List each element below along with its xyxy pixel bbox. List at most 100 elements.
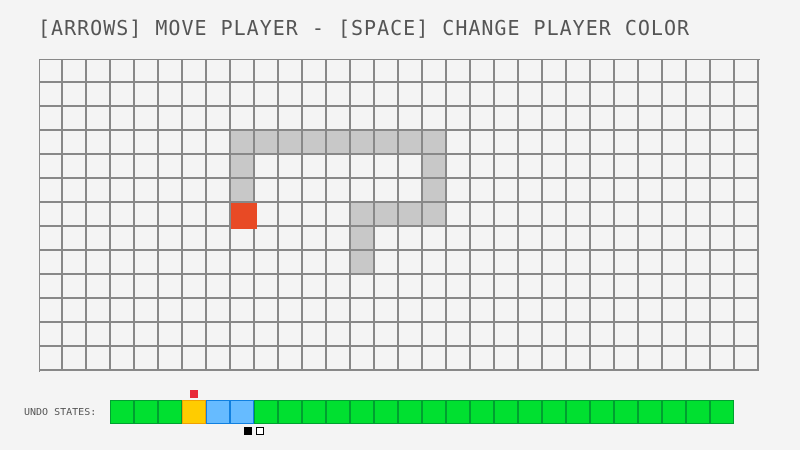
grid-cell bbox=[183, 131, 207, 155]
grid-cell bbox=[687, 59, 711, 83]
grid-cell bbox=[375, 227, 399, 251]
wall-cell bbox=[231, 179, 255, 203]
grid-cell bbox=[423, 107, 447, 131]
undo-state-green[interactable] bbox=[590, 400, 614, 424]
undo-state-green[interactable] bbox=[350, 400, 374, 424]
undo-state-green[interactable] bbox=[542, 400, 566, 424]
grid-cell bbox=[399, 275, 423, 299]
grid-cell bbox=[231, 275, 255, 299]
undo-state-green[interactable] bbox=[494, 400, 518, 424]
undo-state-green[interactable] bbox=[158, 400, 182, 424]
undo-state-green[interactable] bbox=[614, 400, 638, 424]
grid-cell bbox=[423, 83, 447, 107]
undo-state-green[interactable] bbox=[710, 400, 734, 424]
grid-cell bbox=[447, 227, 471, 251]
grid-cell bbox=[39, 227, 63, 251]
grid-cell bbox=[735, 155, 759, 179]
grid-cell bbox=[399, 299, 423, 323]
grid-cell bbox=[471, 59, 495, 83]
undo-state-yellow[interactable] bbox=[182, 400, 206, 424]
grid-cell bbox=[279, 203, 303, 227]
grid-cell bbox=[591, 131, 615, 155]
grid-cell bbox=[327, 59, 351, 83]
grid-cell bbox=[447, 299, 471, 323]
grid-cell bbox=[471, 83, 495, 107]
grid-cell bbox=[375, 179, 399, 203]
grid-cell bbox=[519, 83, 543, 107]
undo-state-green[interactable] bbox=[686, 400, 710, 424]
undo-states-label: UNDO STATES: bbox=[24, 407, 97, 418]
grid-cell bbox=[327, 299, 351, 323]
wall-cell bbox=[279, 131, 303, 155]
wall-cell bbox=[303, 131, 327, 155]
grid-cell bbox=[495, 299, 519, 323]
grid-cell bbox=[303, 299, 327, 323]
undo-state-green[interactable] bbox=[662, 400, 686, 424]
undo-state-green[interactable] bbox=[278, 400, 302, 424]
grid-cell bbox=[111, 323, 135, 347]
grid-cell bbox=[447, 155, 471, 179]
grid-cell bbox=[447, 179, 471, 203]
grid-cell bbox=[495, 275, 519, 299]
grid-cell bbox=[519, 275, 543, 299]
grid-cell bbox=[183, 251, 207, 275]
undo-state-blue[interactable] bbox=[206, 400, 230, 424]
grid-cell bbox=[687, 155, 711, 179]
grid-cell bbox=[231, 299, 255, 323]
grid-cell bbox=[111, 347, 135, 371]
undo-state-green[interactable] bbox=[446, 400, 470, 424]
undo-state-blue[interactable] bbox=[230, 400, 254, 424]
grid-cell bbox=[255, 299, 279, 323]
grid-cell bbox=[735, 299, 759, 323]
undo-state-green[interactable] bbox=[566, 400, 590, 424]
grid-cell bbox=[303, 275, 327, 299]
grid-cell bbox=[639, 59, 663, 83]
grid-cell bbox=[303, 59, 327, 83]
grid-cell bbox=[591, 107, 615, 131]
grid-cell bbox=[567, 83, 591, 107]
undo-state-green[interactable] bbox=[470, 400, 494, 424]
grid-cell bbox=[39, 203, 63, 227]
undo-state-green[interactable] bbox=[518, 400, 542, 424]
undo-state-green[interactable] bbox=[398, 400, 422, 424]
grid-cell bbox=[159, 299, 183, 323]
grid-cell bbox=[135, 227, 159, 251]
grid-cell bbox=[135, 323, 159, 347]
grid-cell bbox=[159, 275, 183, 299]
wall-cell bbox=[423, 155, 447, 179]
grid-cell bbox=[399, 83, 423, 107]
undo-state-green[interactable] bbox=[422, 400, 446, 424]
grid-cell bbox=[639, 107, 663, 131]
grid-cell bbox=[471, 107, 495, 131]
grid-cell bbox=[567, 107, 591, 131]
grid-cell bbox=[519, 251, 543, 275]
undo-state-green[interactable] bbox=[638, 400, 662, 424]
undo-state-green[interactable] bbox=[134, 400, 158, 424]
grid-cell bbox=[639, 83, 663, 107]
undo-state-green[interactable] bbox=[302, 400, 326, 424]
undo-state-green[interactable] bbox=[110, 400, 134, 424]
grid-cell bbox=[735, 275, 759, 299]
grid-cell bbox=[567, 179, 591, 203]
grid-cell bbox=[207, 275, 231, 299]
grid-cell bbox=[639, 179, 663, 203]
grid-cell bbox=[663, 251, 687, 275]
grid-cell bbox=[711, 179, 735, 203]
undo-state-green[interactable] bbox=[254, 400, 278, 424]
undo-state-green[interactable] bbox=[326, 400, 350, 424]
grid-cell bbox=[255, 59, 279, 83]
grid-cell bbox=[543, 347, 567, 371]
grid-cell bbox=[183, 83, 207, 107]
grid-cell bbox=[567, 227, 591, 251]
grid-cell bbox=[495, 227, 519, 251]
grid-cell bbox=[639, 131, 663, 155]
grid-cell bbox=[447, 83, 471, 107]
grid-cell bbox=[735, 203, 759, 227]
grid-cell bbox=[447, 131, 471, 155]
grid-cell bbox=[279, 251, 303, 275]
grid-cell bbox=[615, 131, 639, 155]
undo-state-green[interactable] bbox=[374, 400, 398, 424]
grid-cell bbox=[711, 347, 735, 371]
grid-cell bbox=[471, 275, 495, 299]
instructions-title: [ARROWS] MOVE PLAYER - [SPACE] CHANGE PL… bbox=[38, 16, 691, 40]
